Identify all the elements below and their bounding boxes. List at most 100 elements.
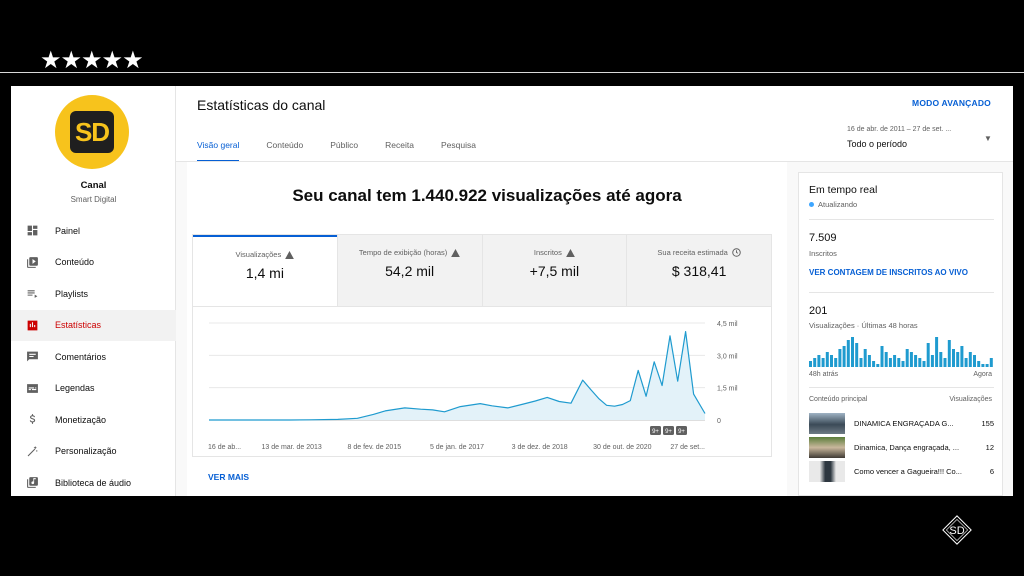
- list-item[interactable]: Dinamica, Dança engraçada, ... 12: [809, 436, 994, 458]
- annotation-marker[interactable]: [663, 426, 674, 435]
- list-item[interactable]: Como vencer a Gagueira!!! Co... 6: [809, 460, 994, 482]
- sidebar-item-legendas[interactable]: Legendas: [11, 373, 176, 405]
- warning-icon: [285, 250, 295, 259]
- rating-stars: ★★★★★: [40, 46, 144, 74]
- realtime-bar: [905, 349, 909, 367]
- sidebar-item-playlists[interactable]: Playlists: [11, 278, 176, 310]
- sidebar-item-painel[interactable]: Painel: [11, 215, 176, 247]
- views-chart-svg: 4,5 mil 3,0 mil 1,5 mil 0 16 de ab... 13 de m…: [208, 321, 738, 451]
- realtime-bar: [821, 358, 825, 367]
- advanced-mode-button[interactable]: MODO AVANÇADO: [912, 98, 991, 108]
- metric-label: Inscritos: [533, 248, 562, 257]
- metric-label: Tempo de exibição (horas): [358, 248, 448, 257]
- metric-value: +7,5 mil: [529, 263, 580, 279]
- see-more-link[interactable]: VER MAIS: [208, 472, 250, 482]
- divider: [0, 72, 1024, 73]
- tab-pesquisa[interactable]: Pesquisa: [440, 140, 476, 150]
- realtime-bar: [973, 355, 976, 367]
- channel-subtitle: Smart Digital: [70, 195, 117, 204]
- sd-logo-icon: SD: [942, 515, 972, 545]
- realtime-bar: [859, 358, 863, 367]
- channel-name: Canal: [80, 180, 107, 191]
- realtime-bar: [943, 358, 947, 367]
- sidebar-item-estatisticas[interactable]: Estatísticas: [11, 309, 176, 341]
- annotation-marker[interactable]: [676, 426, 687, 435]
- realtime-views: 201: [809, 305, 828, 317]
- realtime-bar: [888, 358, 892, 367]
- realtime-bar: [981, 364, 985, 367]
- realtime-bar: [964, 358, 968, 367]
- sidebar: SD Canal Smart Digital Painel Conteúdo P…: [11, 86, 176, 496]
- subtitles-icon: [25, 381, 39, 395]
- sidebar-item-biblioteca[interactable]: Biblioteca de áudio: [11, 467, 176, 496]
- list-item[interactable]: DINAMICA ENGRAÇADA G... 155: [809, 412, 994, 434]
- x-tick-label: 13 de mar. de 2013: [262, 444, 322, 451]
- sidebar-item-comentarios[interactable]: Comentários: [11, 341, 176, 373]
- realtime-bar: [880, 346, 884, 367]
- realtime-bar: [876, 364, 880, 367]
- realtime-views-label: Visualizações · Últimas 48 horas: [809, 321, 918, 330]
- chevron-down-icon[interactable]: ▼: [984, 134, 992, 143]
- warning-icon: [565, 248, 575, 257]
- total-views-headline: Seu canal tem 1.440.922 visualizações at…: [292, 186, 682, 205]
- tab-receita[interactable]: Receita: [385, 140, 414, 150]
- x-tick-label: 30 de out. de 2020: [593, 444, 651, 451]
- overview-card: [187, 162, 787, 496]
- realtime-bar-chart: [809, 337, 993, 367]
- dollar-icon: [25, 413, 39, 427]
- realtime-bar: [867, 355, 871, 367]
- comment-icon: [25, 350, 39, 364]
- audio-library-icon: [25, 476, 39, 490]
- annotation-marker-label: 9+: [678, 429, 685, 435]
- tab-publico[interactable]: Público: [330, 140, 359, 150]
- annotation-marker-label: 9+: [652, 429, 659, 435]
- realtime-bar: [884, 352, 888, 367]
- metric-watch-time[interactable]: Tempo de exibição (horas) 54,2 mil: [336, 235, 482, 306]
- y-tick-label: 0: [717, 418, 721, 425]
- realtime-bar: [918, 358, 922, 367]
- sidebar-item-monetizacao[interactable]: Monetização: [11, 404, 176, 436]
- channel-avatar[interactable]: SD: [55, 95, 129, 169]
- period-select[interactable]: Todo o período: [847, 139, 908, 149]
- tab-visao-geral[interactable]: Visão geral: [197, 140, 240, 162]
- sidebar-item-label: Painel: [55, 225, 81, 236]
- playlist-icon: [25, 287, 39, 301]
- realtime-bar: [863, 349, 867, 367]
- sidebar-item-personalizacao[interactable]: Personalização: [11, 436, 176, 468]
- studio-window: SD Canal Smart Digital Painel Conteúdo P…: [11, 86, 1013, 496]
- y-tick-label: 4,5 mil: [717, 321, 738, 328]
- tab-conteudo[interactable]: Conteúdo: [266, 140, 304, 150]
- sidebar-nav: Painel Conteúdo Playlists Estatísticas C…: [11, 215, 176, 496]
- annotation-marker[interactable]: [650, 426, 661, 435]
- realtime-panel: Em tempo real Atualizando 7.509 Inscrito…: [798, 172, 1003, 496]
- metric-value: 54,2 mil: [385, 263, 435, 279]
- metric-subscribers[interactable]: Inscritos +7,5 mil: [481, 235, 627, 306]
- logo-text: SD: [70, 111, 114, 153]
- metric-revenue[interactable]: Sua receita estimada $ 318,41: [626, 235, 771, 306]
- subscriber-count: 7.509: [809, 232, 837, 244]
- live-subscribers-link[interactable]: VER CONTAGEM DE INSCRITOS AO VIVO: [809, 268, 968, 277]
- realtime-bar: [834, 358, 838, 367]
- live-status: Atualizando: [809, 200, 857, 209]
- sidebar-item-label: Estatísticas: [55, 320, 102, 331]
- analytics-icon: [25, 318, 39, 332]
- page-title: Estatísticas do canal: [197, 97, 326, 113]
- realtime-bar: [985, 364, 989, 367]
- metric-value: 1,4 mi: [245, 265, 284, 281]
- warning-icon: [451, 248, 461, 257]
- metric-views[interactable]: Visualizações 1,4 mi: [193, 235, 337, 306]
- metric-label: Visualizações: [235, 250, 282, 259]
- realtime-bar: [851, 337, 854, 367]
- x-tick-label: 27 de set...: [670, 444, 705, 451]
- magic-wand-icon: [25, 444, 39, 458]
- date-range[interactable]: 16 de abr. de 2011 – 27 de set. ...: [847, 126, 952, 133]
- realtime-bar: [838, 349, 842, 367]
- series-area: [209, 331, 705, 420]
- series-line: [209, 331, 706, 421]
- divider: [176, 161, 1013, 162]
- realtime-bar: [872, 361, 876, 367]
- video-title: Dinamica, Dança engraçada, ...: [854, 442, 960, 452]
- x-tick-label: 5 de jan. de 2017: [430, 444, 484, 451]
- live-dot-icon: [809, 202, 814, 207]
- sidebar-item-conteudo[interactable]: Conteúdo: [11, 247, 176, 279]
